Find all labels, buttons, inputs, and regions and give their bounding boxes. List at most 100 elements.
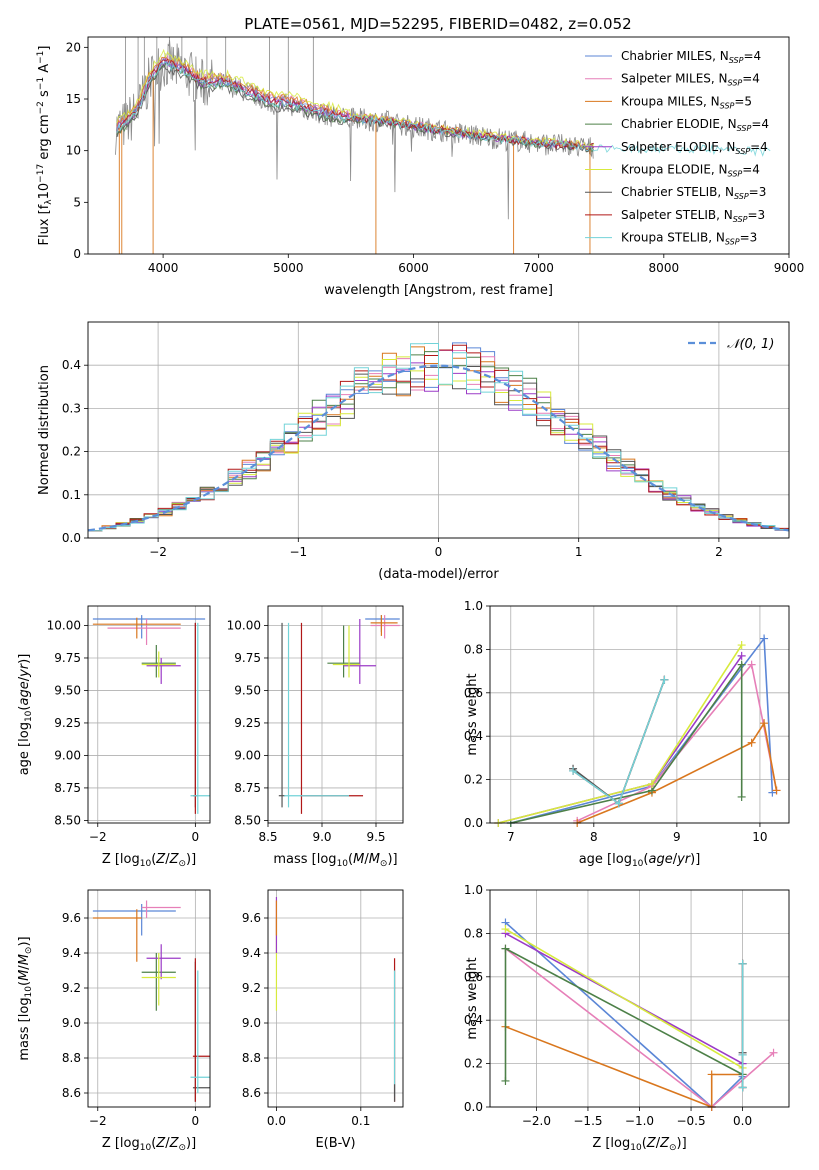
- axes-frame: [87, 36, 790, 255]
- x-axis-label: Z [log10(Z/Z⊙)]: [102, 1136, 196, 1153]
- y-tick-label: 0.4: [62, 358, 81, 372]
- weight-marker: [614, 799, 623, 808]
- y-tick-label: 10.00: [47, 618, 81, 632]
- x-tick-label: 5000: [273, 261, 304, 275]
- weight-line: [498, 644, 743, 823]
- y-tick-label: 8.50: [234, 813, 261, 827]
- weight-marker: [738, 959, 747, 968]
- x-tick-label: −1: [289, 545, 307, 559]
- x-tick-label: 9: [673, 830, 681, 844]
- y-tick-label: 9.00: [54, 748, 81, 762]
- y-tick-label: 0.0: [464, 816, 483, 830]
- figure-title: PLATE=0561, MJD=52295, FIBERID=0482, z=0…: [244, 15, 631, 33]
- y-axis-label: age [log10(age/yr)]: [17, 654, 34, 776]
- x-tick-label: 8.5: [258, 830, 277, 844]
- spectrum-axes: 4000 5000 6000 7000 8000 9000 0 5 10 15 20 waveleng…: [36, 36, 804, 298]
- y-tick-label: 9.25: [54, 716, 81, 730]
- y-tick-label: 9.75: [234, 651, 261, 665]
- y-tick-label: 0.0: [464, 1100, 483, 1114]
- y-tick-label: 9.2: [62, 981, 81, 995]
- y-tick-label: 0: [73, 247, 81, 261]
- y-tick-label: 15: [66, 92, 81, 106]
- y-tick-label: 9.75: [54, 651, 81, 665]
- plots-layer: 4000 5000 6000 7000 8000 900005101520waveleng…: [17, 36, 804, 1153]
- weight-marker: [737, 641, 746, 650]
- weight-marker: [747, 660, 756, 669]
- y-tick-label: 8.50: [54, 813, 81, 827]
- y-tick-label: 0.8: [464, 926, 483, 940]
- axes-frame: [87, 889, 211, 1108]
- y-tick-label: 0.3: [62, 401, 81, 415]
- x-tick-label: 0.0: [733, 1114, 752, 1128]
- weight-marker: [760, 719, 769, 728]
- weight-line: [576, 662, 778, 822]
- y-tick-label: 9.2: [242, 981, 261, 995]
- histogram-step: [88, 343, 789, 532]
- y-tick-label: 8.6: [62, 1086, 81, 1100]
- residual-hist-axes: −2 −1 0 1 2 0.0 0.1 0.2 0.3 0.4 (data-model)/error…: [37, 321, 790, 582]
- x-tick-label: 8: [590, 830, 598, 844]
- weight-marker: [660, 675, 669, 684]
- x-tick-label: 9.0: [312, 830, 331, 844]
- weight-line: [505, 947, 775, 1107]
- axes-frame: [489, 889, 790, 1108]
- y-tick-label: 9.0: [242, 1016, 261, 1030]
- weight-line: [510, 636, 774, 823]
- legend-entry: Chabrier MILES, NSSP=4: [621, 49, 761, 65]
- y-tick-label: 0.6: [464, 970, 483, 984]
- axes-frame: [87, 321, 790, 539]
- model-line: [116, 61, 771, 157]
- y-tick-label: 20: [66, 40, 81, 54]
- legend-entry: Kroupa STELIB, NSSP=3: [621, 231, 757, 247]
- x-axis-label: mass [log10(M/M⊙)]: [273, 852, 397, 869]
- legend-entry: Salpeter STELIB, NSSP=3: [621, 208, 765, 224]
- y-tick-label: 8.8: [242, 1051, 261, 1065]
- x-tick-label: −0.5: [676, 1114, 705, 1128]
- x-tick-label: −2: [89, 1114, 107, 1128]
- weight-vs-Z-axes: −2.0 −1.5 −1.0 −0.5 0.0 0.0 0.2 0.4 0.6 0.8 1.0 Z […: [464, 883, 790, 1153]
- y-tick-label: 9.4: [242, 946, 261, 960]
- weight-vs-age-axes: 7 8 9 10 0.0 0.2 0.4 0.6 0.8 1.0 age [log10(age/yr…: [464, 599, 790, 869]
- age-vs-Z-axes: −2 0 8.50 8.75 9.00 9.25 9.50 9.75 10.00 Z [log10…: [17, 605, 211, 869]
- y-tick-label: 0.2: [464, 773, 483, 787]
- y-axis-label: mass [log10(M/M⊙)]: [17, 936, 34, 1060]
- y-tick-label: 8.75: [54, 781, 81, 795]
- weight-marker: [707, 1070, 716, 1079]
- weight-marker: [737, 792, 746, 801]
- x-axis-label: E(B-V): [315, 1136, 355, 1151]
- weight-marker: [569, 766, 578, 775]
- weight-line: [504, 947, 743, 1081]
- axes-frame: [267, 889, 404, 1108]
- y-axis-label: Flux [fλ10−17 erg cm−2 s−1 A−1]: [36, 46, 54, 246]
- weight-line: [504, 921, 744, 1107]
- normal-curve: [87, 364, 790, 532]
- y-tick-label: 0.2: [62, 445, 81, 459]
- legend-entry: Kroupa MILES, NSSP=5: [621, 94, 752, 110]
- x-axis-label: Z [log10(Z/Z⊙)]: [102, 852, 196, 869]
- y-tick-label: 9.0: [62, 1016, 81, 1030]
- x-tick-label: −2.0: [522, 1114, 551, 1128]
- y-tick-label: 8.8: [62, 1051, 81, 1065]
- weight-line: [505, 1025, 743, 1107]
- y-axis-label: Normed distribution: [37, 365, 52, 495]
- x-tick-label: −2: [149, 545, 167, 559]
- weight-marker: [760, 634, 769, 643]
- model-line: [116, 48, 595, 151]
- x-tick-label: 0: [192, 830, 200, 844]
- mass-vs-EBV-axes: 0.0 0.1 8.6 8.8 9.0 9.2 9.4 9.6 E(B-V): [242, 889, 404, 1151]
- weight-marker: [501, 944, 510, 953]
- x-tick-label: 0.1: [351, 1114, 370, 1128]
- y-tick-label: 9.6: [62, 911, 81, 925]
- y-tick-label: 9.50: [234, 683, 261, 697]
- x-tick-label: 1: [575, 545, 583, 559]
- weight-marker: [772, 786, 781, 795]
- axes-frame: [489, 605, 790, 824]
- legend-entry: Kroupa ELODIE, NSSP=4: [621, 163, 760, 179]
- x-tick-label: 7000: [523, 261, 554, 275]
- weight-marker: [768, 788, 777, 797]
- legend-entry: Salpeter ELODIE, NSSP=4: [621, 140, 768, 156]
- x-tick-label: 6000: [398, 261, 429, 275]
- y-tick-label: 9.00: [234, 748, 261, 762]
- x-axis-label: (data-model)/error: [378, 567, 499, 582]
- x-tick-label: −1.0: [625, 1114, 654, 1128]
